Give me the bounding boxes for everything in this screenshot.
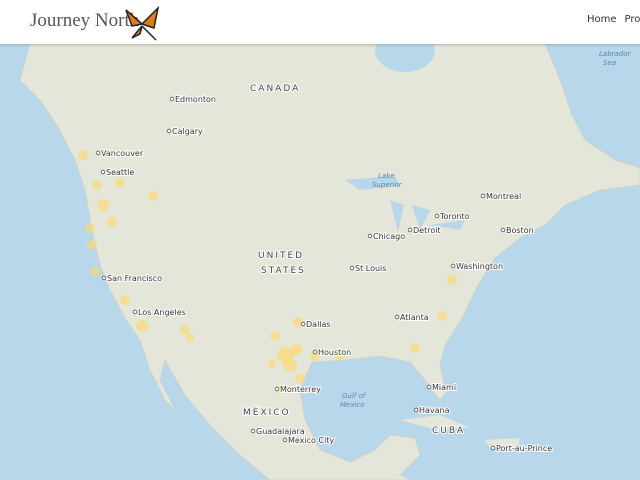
country-label: CANADA	[250, 84, 300, 94]
water-label: Gulf of	[342, 392, 367, 400]
header: Journey North Home Proje	[0, 0, 640, 44]
city-marker	[434, 213, 440, 219]
city-marker	[367, 233, 373, 239]
country-label: UNITED	[258, 251, 304, 261]
city-marker	[95, 150, 101, 156]
water-label: Superior	[372, 181, 403, 189]
city-marker	[490, 445, 496, 451]
city-marker	[250, 428, 256, 434]
city-marker	[500, 227, 506, 233]
city-marker	[450, 263, 456, 269]
city-label: Detroit	[413, 226, 441, 235]
logo[interactable]: Journey North	[30, 10, 140, 31]
city-marker	[300, 321, 306, 327]
city-marker	[426, 384, 432, 390]
nav: Home Proje	[587, 14, 640, 25]
city-marker	[413, 407, 419, 413]
city-label: Dallas	[306, 320, 331, 329]
city-marker	[169, 96, 175, 102]
city-label: Havana	[419, 406, 450, 415]
labels: Edmonton Calgary Vancouver Seattle San Franc…	[95, 50, 632, 454]
sightings	[78, 150, 457, 394]
city-label: Boston	[506, 226, 534, 235]
water-label: Lake	[378, 172, 395, 180]
nav-link[interactable]: Home	[587, 14, 617, 25]
great-lakes	[345, 176, 465, 232]
city-marker	[312, 349, 318, 355]
city-marker	[282, 437, 288, 443]
cuba	[400, 415, 470, 428]
city-marker	[480, 193, 486, 199]
city-label: Los Angeles	[138, 308, 186, 317]
country-label: STATES	[261, 266, 306, 276]
country-label: CUBA	[432, 426, 465, 436]
city-label: Port-au-Prince	[496, 444, 552, 453]
water-label: Labrador	[599, 50, 632, 58]
hispaniola	[485, 438, 520, 448]
water-label: Mexico	[340, 401, 365, 409]
city-label: Miami	[432, 383, 456, 392]
city-marker	[132, 309, 138, 315]
city-marker	[166, 128, 172, 134]
city-marker	[274, 386, 280, 392]
city-label: Monterrey	[280, 385, 321, 394]
city-label: Vancouver	[101, 149, 144, 158]
nav-link[interactable]: Proje	[624, 14, 640, 25]
city-label: St Louis	[355, 264, 386, 273]
city-marker	[349, 265, 355, 271]
city-marker	[100, 169, 106, 175]
city-label: Chicago	[373, 232, 405, 241]
city-label: Guadalajara	[256, 427, 305, 436]
water-label: Sea	[603, 59, 616, 67]
city-label: Calgary	[172, 127, 203, 136]
city-label: Seattle	[106, 168, 134, 177]
city-label: Houston	[318, 348, 351, 357]
city-marker	[394, 314, 400, 320]
city-label: Toronto	[439, 212, 470, 221]
city-label: Atlanta	[400, 313, 429, 322]
country-label: MÉXICO	[243, 406, 291, 418]
city-marker	[407, 227, 413, 233]
city-label: Edmonton	[175, 95, 216, 104]
city-label: Mexico City	[288, 436, 334, 445]
city-label: Montreal	[486, 192, 521, 201]
city-marker	[101, 275, 107, 281]
city-label: San Francisco	[107, 274, 162, 283]
city-label: Washington	[456, 262, 503, 271]
land	[19, 43, 640, 480]
butterfly-icon	[125, 5, 160, 41]
